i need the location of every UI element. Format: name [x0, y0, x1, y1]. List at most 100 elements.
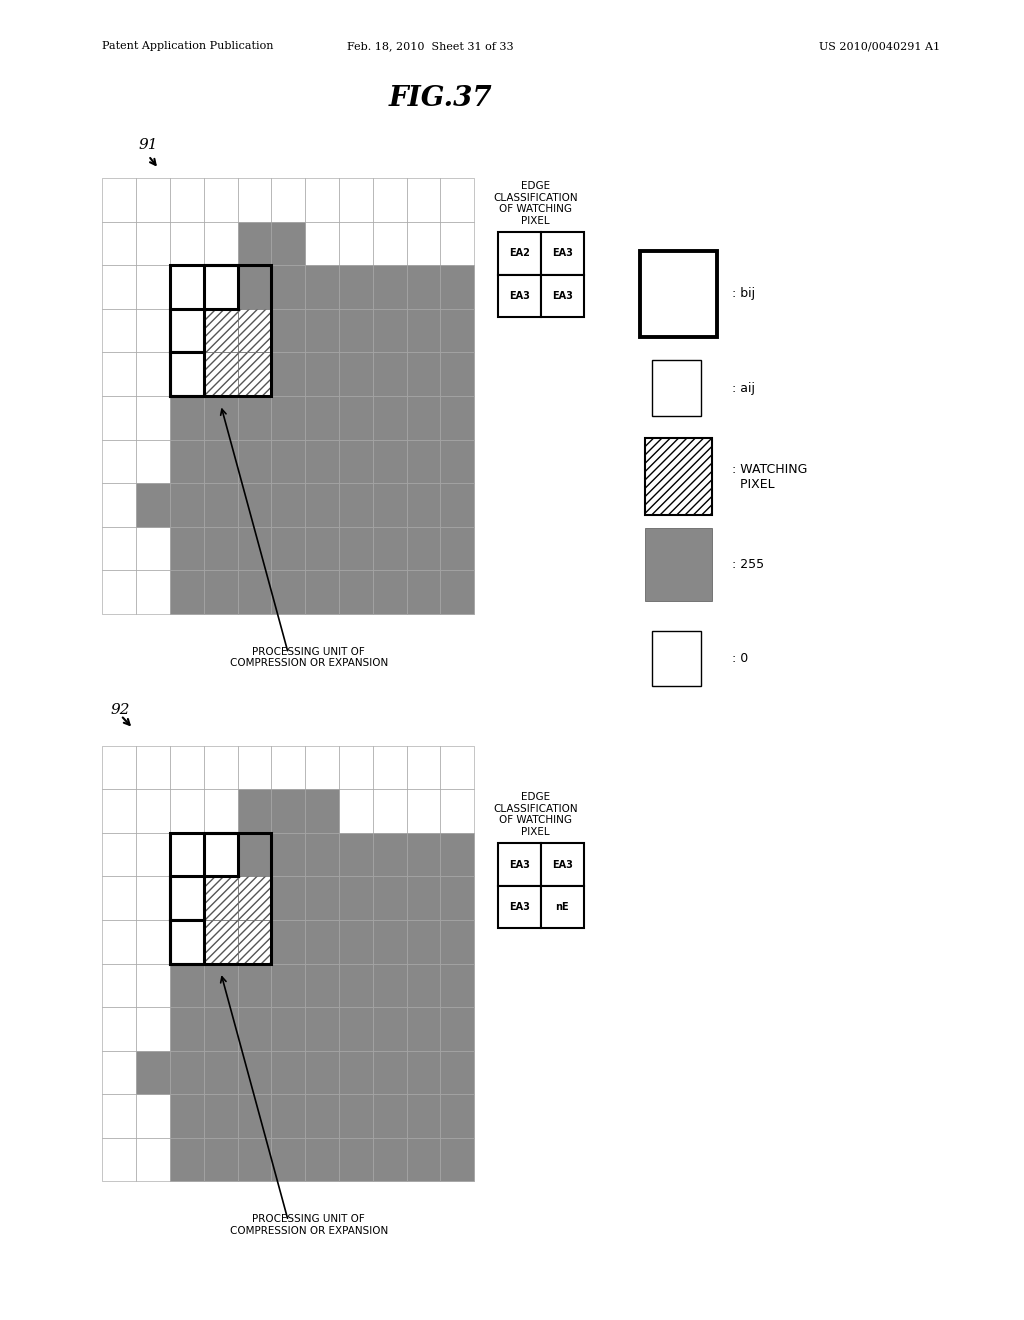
- Bar: [102, 1138, 136, 1181]
- Bar: [271, 876, 305, 920]
- Bar: [238, 1051, 271, 1094]
- Bar: [407, 920, 440, 964]
- Bar: [440, 178, 474, 222]
- Bar: [373, 440, 407, 483]
- Bar: [170, 746, 204, 789]
- Bar: [170, 527, 204, 570]
- Bar: [373, 833, 407, 876]
- Text: : bij: : bij: [732, 288, 756, 300]
- Text: PROCESSING UNIT OF
COMPRESSION OR EXPANSION: PROCESSING UNIT OF COMPRESSION OR EXPANS…: [229, 647, 388, 668]
- Bar: [305, 1138, 339, 1181]
- Bar: [102, 1051, 136, 1094]
- Bar: [271, 396, 305, 440]
- Bar: [170, 833, 204, 876]
- Bar: [238, 222, 271, 265]
- Bar: [271, 1138, 305, 1181]
- Bar: [204, 440, 238, 483]
- Bar: [373, 265, 407, 309]
- Bar: [498, 886, 541, 928]
- Bar: [271, 265, 305, 309]
- Bar: [440, 527, 474, 570]
- Bar: [373, 352, 407, 396]
- Bar: [136, 789, 170, 833]
- Bar: [652, 631, 701, 686]
- Bar: [305, 483, 339, 527]
- Bar: [339, 876, 373, 920]
- Bar: [440, 309, 474, 352]
- Bar: [305, 440, 339, 483]
- Bar: [238, 833, 271, 876]
- Bar: [407, 440, 440, 483]
- Bar: [170, 1051, 204, 1094]
- Bar: [271, 1007, 305, 1051]
- Bar: [645, 528, 712, 601]
- Bar: [238, 920, 271, 964]
- Bar: [238, 440, 271, 483]
- Bar: [305, 396, 339, 440]
- Bar: [204, 309, 238, 352]
- Bar: [407, 789, 440, 833]
- Bar: [204, 1051, 238, 1094]
- Bar: [238, 570, 271, 614]
- Bar: [498, 275, 541, 317]
- Bar: [440, 309, 474, 352]
- Bar: [407, 1094, 440, 1138]
- Bar: [305, 483, 339, 527]
- Bar: [238, 964, 271, 1007]
- Bar: [170, 920, 204, 964]
- Bar: [238, 309, 271, 352]
- Bar: [440, 833, 474, 876]
- Text: : 255: : 255: [732, 558, 764, 570]
- Bar: [271, 440, 305, 483]
- Bar: [238, 833, 271, 876]
- Bar: [440, 1007, 474, 1051]
- Bar: [440, 1007, 474, 1051]
- Bar: [305, 746, 339, 789]
- Bar: [440, 440, 474, 483]
- Bar: [407, 1051, 440, 1094]
- Bar: [204, 396, 238, 440]
- Bar: [170, 265, 204, 309]
- Bar: [440, 964, 474, 1007]
- Bar: [102, 876, 136, 920]
- Bar: [170, 440, 204, 483]
- Bar: [407, 570, 440, 614]
- Bar: [339, 396, 373, 440]
- Bar: [170, 833, 271, 964]
- Bar: [339, 1051, 373, 1094]
- Bar: [373, 309, 407, 352]
- Bar: [238, 352, 271, 396]
- Text: PROCESSING UNIT OF
COMPRESSION OR EXPANSION: PROCESSING UNIT OF COMPRESSION OR EXPANS…: [229, 1214, 388, 1236]
- Bar: [407, 265, 440, 309]
- Bar: [339, 1138, 373, 1181]
- Bar: [271, 396, 305, 440]
- Bar: [170, 876, 204, 920]
- Bar: [440, 352, 474, 396]
- Bar: [238, 1138, 271, 1181]
- Bar: [440, 570, 474, 614]
- Bar: [373, 1007, 407, 1051]
- Bar: [373, 1138, 407, 1181]
- Bar: [170, 964, 204, 1007]
- Bar: [170, 1007, 204, 1051]
- Bar: [204, 352, 238, 396]
- Bar: [440, 1051, 474, 1094]
- Bar: [102, 483, 136, 527]
- Bar: [170, 396, 204, 440]
- Bar: [407, 483, 440, 527]
- Bar: [170, 964, 204, 1007]
- Bar: [305, 178, 339, 222]
- Bar: [136, 352, 170, 396]
- Bar: [339, 265, 373, 309]
- Bar: [373, 1094, 407, 1138]
- Bar: [170, 309, 204, 352]
- Bar: [407, 1007, 440, 1051]
- Bar: [271, 833, 305, 876]
- Bar: [373, 396, 407, 440]
- Bar: [102, 746, 136, 789]
- Bar: [339, 570, 373, 614]
- Bar: [204, 920, 238, 964]
- Bar: [305, 570, 339, 614]
- Bar: [238, 570, 271, 614]
- Bar: [271, 265, 305, 309]
